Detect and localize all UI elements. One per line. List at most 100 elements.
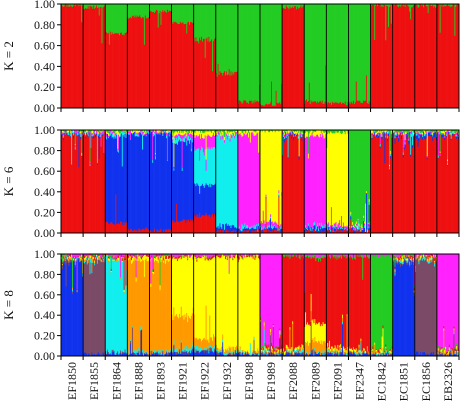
bar-segment xyxy=(456,131,458,133)
bar-segment xyxy=(253,135,255,228)
bar-segment xyxy=(451,133,453,136)
bar-segment xyxy=(247,353,249,357)
bar-segment xyxy=(412,134,415,137)
bar-segment xyxy=(180,134,183,139)
bar-segment xyxy=(234,254,236,256)
bar-segment xyxy=(63,4,66,7)
bar-segment xyxy=(72,130,75,133)
bar-segment xyxy=(213,216,215,234)
bar-segment xyxy=(95,130,97,134)
bar-segment xyxy=(275,90,277,109)
bar-segment xyxy=(248,354,251,357)
bar-segment xyxy=(164,130,166,133)
bar-segment xyxy=(254,99,256,109)
bar-segment xyxy=(260,226,262,230)
bar-segment xyxy=(188,254,190,256)
bar-segment xyxy=(257,231,259,233)
bar-segment xyxy=(187,136,189,141)
bar-segment xyxy=(387,130,389,132)
bar-segment xyxy=(398,6,400,109)
bar-segment xyxy=(385,39,387,109)
bar-segment xyxy=(371,139,373,234)
bar-segment xyxy=(70,132,72,134)
bar-segment xyxy=(288,255,290,350)
bar-segment xyxy=(119,255,121,258)
bar-segment xyxy=(255,255,257,258)
bar-segment xyxy=(78,130,80,168)
bar-segment xyxy=(127,132,129,134)
bar-segment xyxy=(285,133,288,137)
bar-segment xyxy=(248,137,250,228)
bar-segment xyxy=(112,349,114,353)
y-tick-label: 1.00 xyxy=(34,123,55,137)
bar-segment xyxy=(105,254,107,257)
bar-segment xyxy=(107,135,110,138)
bar-segment xyxy=(103,256,105,258)
bar-segment xyxy=(94,262,96,264)
bar-segment xyxy=(349,226,351,228)
bar-segment xyxy=(112,130,114,134)
bar-segment xyxy=(110,272,113,355)
bar-segment xyxy=(406,130,408,134)
bar-segment xyxy=(446,4,448,6)
bar-segment xyxy=(160,228,162,234)
bar-segment xyxy=(141,254,143,256)
bar-segment xyxy=(125,137,127,223)
bar-segment xyxy=(338,229,340,234)
bar-segment xyxy=(131,259,133,264)
bar-segment xyxy=(374,4,376,40)
bar-segment xyxy=(189,133,192,138)
bar-segment xyxy=(273,130,276,223)
bar-segment xyxy=(100,4,102,7)
bar-segment xyxy=(197,345,199,351)
bar-segment xyxy=(72,133,74,234)
bar-segment xyxy=(71,259,73,263)
bar-segment xyxy=(208,36,210,109)
bar-segment xyxy=(131,262,134,327)
bar-segment xyxy=(353,4,355,101)
bar-segment xyxy=(147,256,149,262)
bar-segment xyxy=(405,130,407,132)
bar-segment xyxy=(444,130,446,133)
bar-segment xyxy=(84,130,86,133)
bar-segment xyxy=(240,255,242,258)
bar-segment xyxy=(184,314,186,347)
bar-segment xyxy=(451,131,453,134)
bar-segment xyxy=(127,133,129,228)
bar-segment xyxy=(386,5,388,109)
bar-segment xyxy=(397,130,399,133)
bar-segment xyxy=(300,132,302,135)
bar-segment xyxy=(396,132,398,136)
bar-segment xyxy=(135,351,137,356)
bar-segment xyxy=(139,130,141,133)
bar-segment xyxy=(285,137,288,140)
bar-segment xyxy=(108,260,111,354)
bar-segment xyxy=(189,348,191,351)
bar-segment xyxy=(432,4,434,109)
bar-segment xyxy=(233,254,235,256)
bar-segment xyxy=(327,223,329,228)
bar-segment xyxy=(215,227,218,233)
bar-segment xyxy=(95,4,97,8)
bar-segment xyxy=(299,351,301,354)
bar-segment xyxy=(381,133,383,138)
bar-segment xyxy=(388,130,390,134)
bar-segment xyxy=(453,130,455,132)
bar-segment xyxy=(283,134,286,138)
bar-segment xyxy=(415,130,417,135)
bar-segment xyxy=(168,136,171,230)
bar-segment xyxy=(140,326,142,331)
bar-segment xyxy=(100,146,102,234)
bar-segment xyxy=(77,135,79,234)
bar-segment xyxy=(177,347,179,352)
bar-segment xyxy=(121,261,124,352)
bar-segment xyxy=(183,4,185,25)
bar-segment xyxy=(295,137,297,234)
bar-segment xyxy=(271,231,273,234)
bar-segment xyxy=(208,131,210,136)
bar-segment xyxy=(284,254,287,256)
bar-segment xyxy=(160,261,162,354)
bar-segment xyxy=(260,4,262,105)
bar-segment xyxy=(248,352,251,355)
bar-segment xyxy=(121,130,124,132)
